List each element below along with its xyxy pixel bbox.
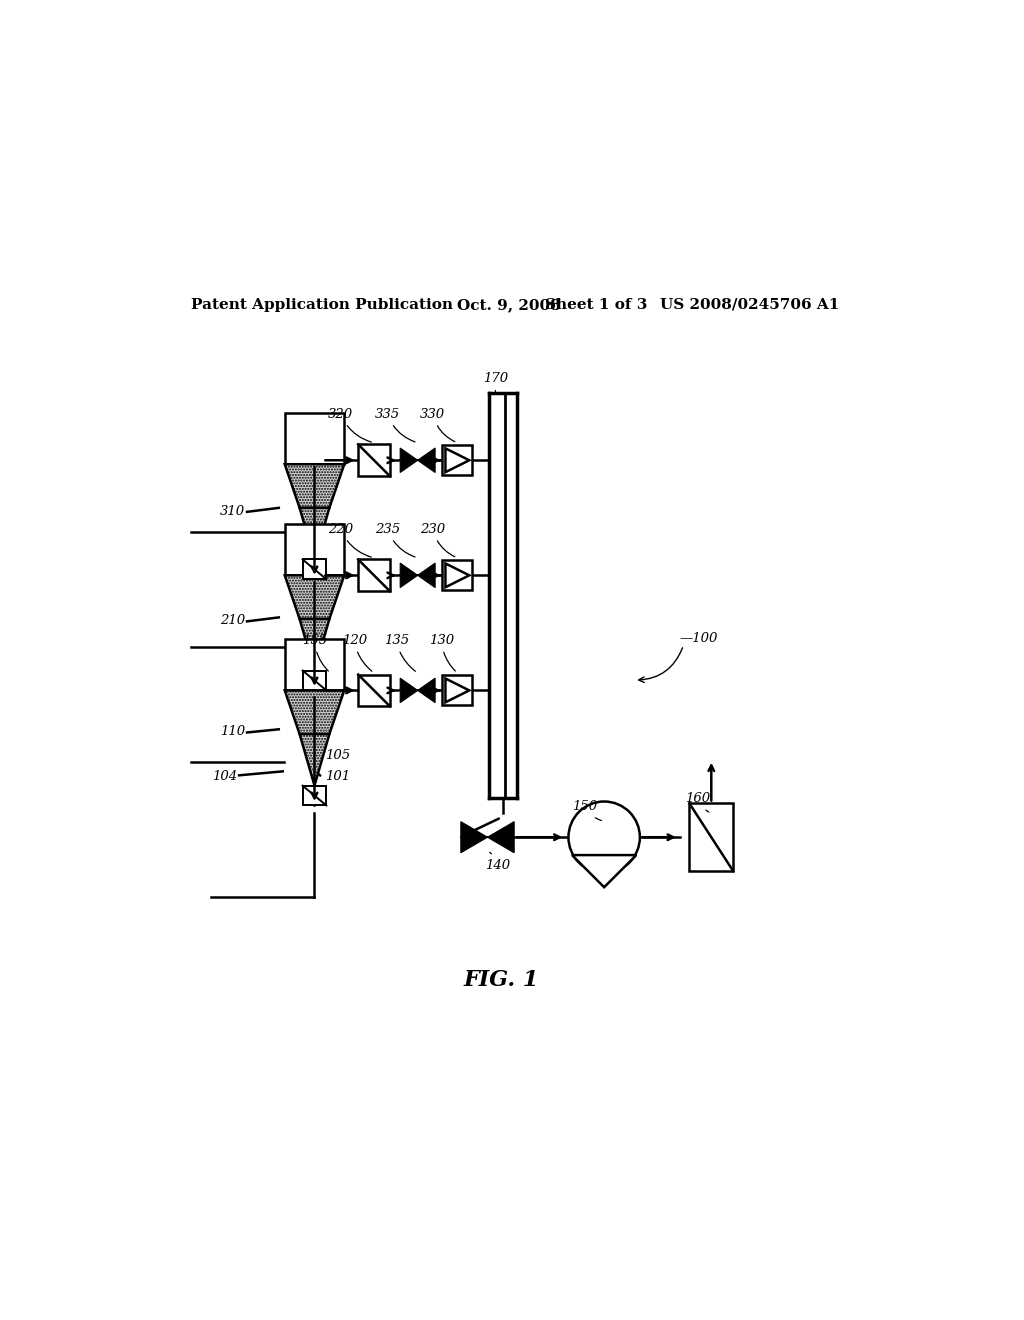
Text: FIG. 1: FIG. 1 — [463, 969, 539, 991]
Polygon shape — [418, 447, 435, 473]
Text: 210: 210 — [220, 614, 246, 627]
Bar — [303, 785, 327, 805]
Polygon shape — [285, 465, 344, 508]
Polygon shape — [285, 690, 344, 734]
Polygon shape — [461, 821, 487, 853]
Bar — [358, 560, 390, 591]
Polygon shape — [285, 576, 344, 619]
Bar — [442, 676, 472, 705]
Polygon shape — [487, 821, 514, 853]
Text: 130: 130 — [429, 634, 456, 671]
Polygon shape — [300, 734, 330, 785]
Bar — [358, 445, 390, 477]
Text: Oct. 9, 2008: Oct. 9, 2008 — [458, 298, 561, 312]
Text: 150: 150 — [571, 800, 601, 821]
Text: 155: 155 — [302, 634, 329, 671]
Text: 335: 335 — [375, 408, 415, 442]
Text: 135: 135 — [384, 634, 416, 672]
Polygon shape — [418, 564, 435, 587]
Text: 170: 170 — [483, 372, 508, 393]
Text: —100: —100 — [680, 632, 718, 645]
Text: 105: 105 — [325, 748, 350, 762]
Bar — [303, 671, 327, 690]
Bar — [285, 639, 344, 690]
Text: 160: 160 — [685, 792, 711, 812]
Bar — [303, 560, 327, 579]
Polygon shape — [400, 447, 418, 473]
Polygon shape — [418, 678, 435, 702]
Text: 320: 320 — [328, 408, 372, 442]
Polygon shape — [572, 855, 636, 887]
Text: Patent Application Publication: Patent Application Publication — [191, 298, 454, 312]
Bar — [285, 524, 344, 576]
Bar — [358, 675, 390, 706]
Polygon shape — [400, 678, 418, 702]
Text: 230: 230 — [420, 523, 455, 557]
Bar — [689, 804, 733, 871]
Polygon shape — [445, 678, 469, 702]
Bar — [442, 560, 472, 590]
Text: 120: 120 — [342, 634, 372, 672]
Polygon shape — [445, 564, 469, 587]
Bar — [442, 445, 472, 475]
Text: 235: 235 — [375, 523, 415, 557]
Text: Sheet 1 of 3: Sheet 1 of 3 — [545, 298, 647, 312]
Text: 220: 220 — [328, 523, 372, 557]
Polygon shape — [445, 449, 469, 473]
Text: 310: 310 — [220, 504, 246, 517]
Polygon shape — [400, 564, 418, 587]
Bar — [285, 413, 344, 465]
Text: 110: 110 — [220, 725, 246, 738]
Text: 101: 101 — [325, 770, 350, 783]
Text: 140: 140 — [485, 853, 510, 871]
Polygon shape — [300, 619, 330, 671]
Polygon shape — [300, 508, 330, 560]
Text: 104: 104 — [212, 770, 238, 783]
Text: US 2008/0245706 A1: US 2008/0245706 A1 — [659, 298, 839, 312]
Text: 330: 330 — [420, 408, 455, 442]
